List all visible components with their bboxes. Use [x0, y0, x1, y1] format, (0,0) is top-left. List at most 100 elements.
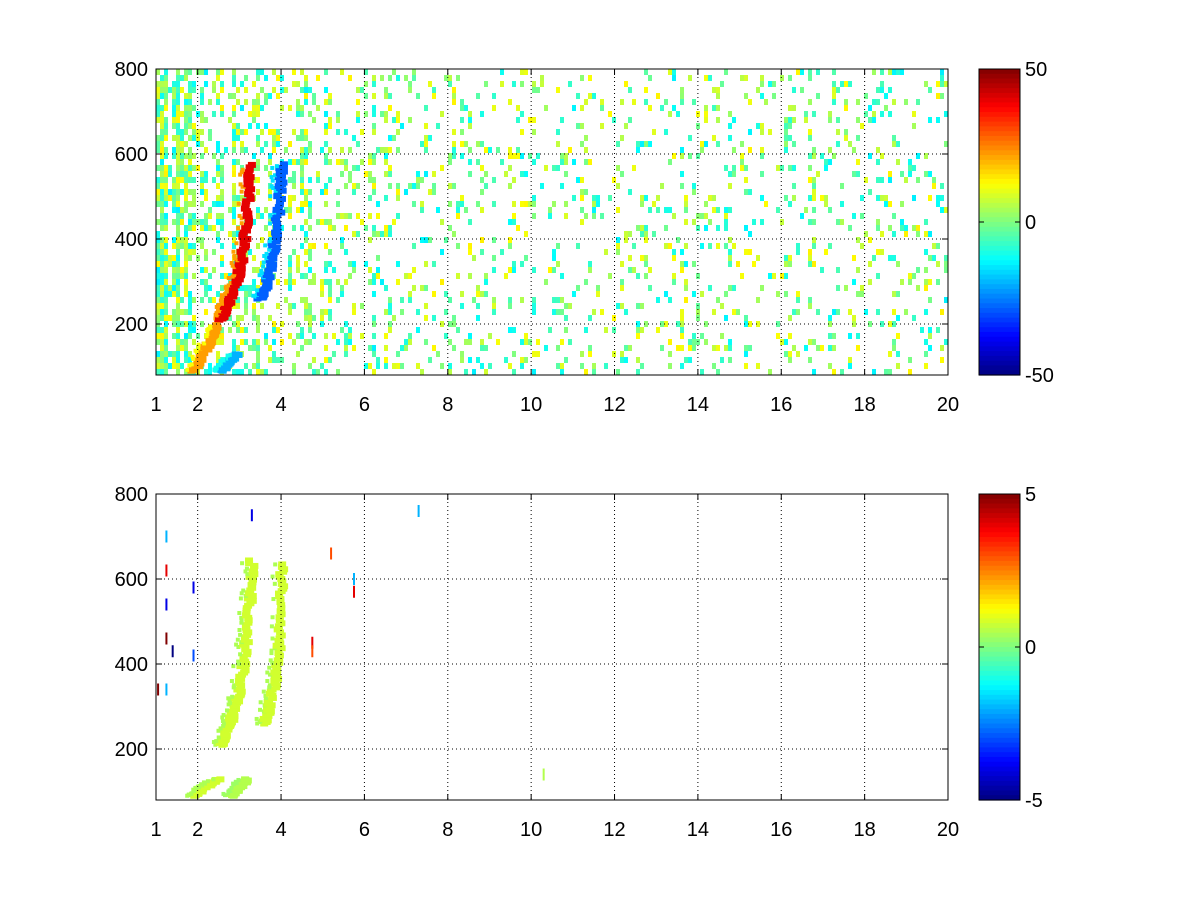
- heatmap-cell: [288, 177, 292, 183]
- heatmap-cell: [624, 309, 628, 315]
- heatmap-cell: [236, 297, 240, 303]
- heatmap-cell: [560, 273, 564, 279]
- heatmap-cell: [480, 141, 484, 147]
- feature-cell: [245, 572, 250, 577]
- heatmap-cell: [908, 279, 912, 285]
- heatmap-cell: [424, 147, 428, 153]
- heatmap-cell: [896, 141, 900, 147]
- heatmap-cell: [620, 99, 624, 105]
- feature-cell: [193, 348, 198, 353]
- heatmap-cell: [184, 177, 188, 183]
- y-tick-label: 800: [115, 59, 148, 81]
- feature-cell: [220, 719, 225, 724]
- heatmap-cell: [300, 183, 304, 189]
- heatmap-cell: [356, 165, 360, 171]
- heatmap-cell: [372, 153, 376, 159]
- heatmap-cell: [876, 225, 880, 231]
- heatmap-cell: [808, 165, 812, 171]
- heatmap-cell: [520, 261, 524, 267]
- colorbar-segment: [979, 532, 1020, 538]
- heatmap-cell: [336, 279, 340, 285]
- heatmap-cell: [184, 369, 188, 375]
- heatmap-cell: [792, 141, 796, 147]
- heatmap-cell: [844, 105, 848, 111]
- heatmap-cell: [524, 201, 528, 207]
- heatmap-cell: [944, 297, 948, 303]
- feature-cell: [271, 662, 280, 669]
- heatmap-cell: [520, 297, 524, 303]
- heatmap-cell: [824, 159, 828, 165]
- heatmap-cell: [924, 219, 928, 225]
- colorbar-segment: [979, 513, 1020, 519]
- heatmap-cell: [256, 267, 260, 273]
- heatmap-cell: [460, 105, 464, 111]
- heatmap-cell: [896, 261, 900, 267]
- heatmap-cell: [616, 243, 620, 249]
- heatmap-cell: [504, 273, 508, 279]
- heatmap-cell: [716, 207, 720, 213]
- heatmap-cell: [532, 267, 536, 273]
- heatmap-cell: [344, 351, 348, 357]
- heatmap-cell: [784, 123, 788, 129]
- feature-cell: [270, 178, 275, 183]
- heatmap-cell: [196, 333, 200, 339]
- heatmap-cell: [308, 279, 312, 285]
- colorbar-segment: [979, 351, 1020, 357]
- heatmap-cell: [664, 291, 668, 297]
- heatmap-cell: [624, 345, 628, 351]
- heatmap-cell: [156, 309, 160, 315]
- heatmap-cell: [644, 273, 648, 279]
- heatmap-cell: [344, 345, 348, 351]
- heatmap-cell: [188, 93, 192, 99]
- heatmap-cell: [372, 105, 376, 111]
- heatmap-cell: [800, 69, 804, 75]
- heatmap-cell: [372, 279, 376, 285]
- heatmap-cell: [928, 327, 932, 333]
- heatmap-cell: [324, 243, 328, 249]
- heatmap-cell: [812, 219, 816, 225]
- colorbar-segment: [979, 498, 1020, 505]
- heatmap-cell: [652, 231, 656, 237]
- heatmap-cell: [164, 297, 168, 303]
- heatmap-cell: [348, 261, 352, 267]
- heatmap-cell: [392, 117, 396, 123]
- feature-cell: [277, 611, 286, 618]
- heatmap-cell: [880, 321, 884, 327]
- heatmap-cell: [340, 327, 344, 333]
- heatmap-cell: [532, 129, 536, 135]
- heatmap-cell: [296, 135, 300, 141]
- colorbar-segment: [979, 174, 1020, 180]
- heatmap-cell: [172, 267, 176, 273]
- heatmap-cell: [192, 105, 196, 111]
- heatmap-cell: [796, 309, 800, 315]
- heatmap-cell: [160, 267, 164, 273]
- heatmap-cell: [700, 333, 704, 339]
- heatmap-cell: [180, 141, 184, 147]
- heatmap-cell: [232, 213, 236, 219]
- heatmap-cell: [784, 141, 788, 147]
- heatmap-cell: [224, 147, 228, 153]
- heatmap-cell: [436, 123, 440, 129]
- heatmap-cell: [176, 111, 180, 117]
- heatmap-cell: [536, 153, 540, 159]
- heatmap-cell: [324, 279, 328, 285]
- heatmap-cell: [424, 339, 428, 345]
- heatmap-cell: [408, 291, 412, 297]
- feature-cell: [199, 782, 204, 787]
- heatmap-cell: [792, 309, 796, 315]
- colorbar-segment: [979, 560, 1020, 567]
- heatmap-cell: [192, 327, 196, 333]
- heatmap-cell: [808, 357, 812, 363]
- heatmap-cell: [332, 267, 336, 273]
- heatmap-cell: [212, 249, 216, 255]
- heatmap-cell: [640, 303, 644, 309]
- heatmap-cell: [216, 141, 220, 147]
- x-tick-label: 4: [275, 394, 286, 416]
- feature-cell: [236, 645, 241, 649]
- heatmap-cell: [308, 141, 312, 147]
- heatmap-cell: [224, 273, 228, 279]
- heatmap-cell: [656, 93, 660, 99]
- heatmap-cell: [364, 363, 368, 369]
- heatmap-cell: [324, 201, 328, 207]
- heatmap-cell: [184, 339, 188, 345]
